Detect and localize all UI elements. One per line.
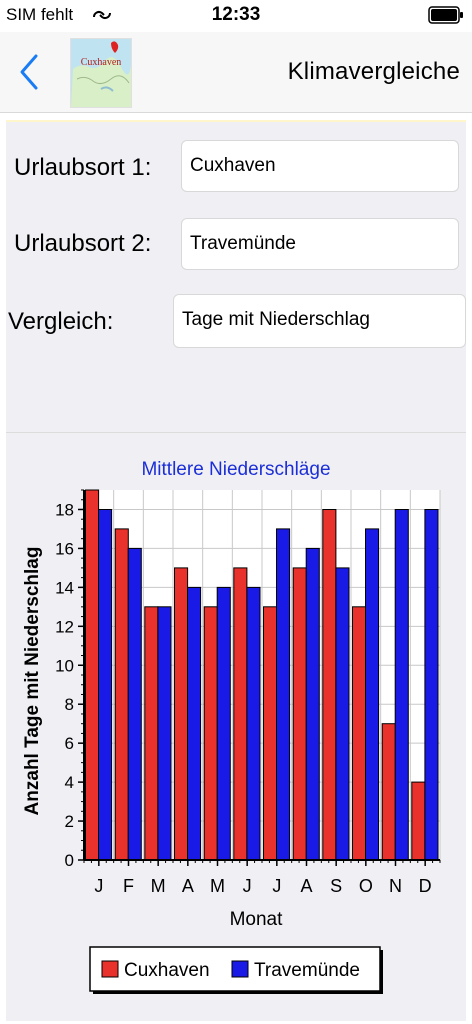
bar-series2	[98, 509, 113, 861]
bar-series2	[424, 509, 439, 861]
location-map-thumbnail[interactable]: Cuxhaven	[70, 38, 132, 108]
comparison-label: Vergleich:	[8, 308, 114, 335]
map-label: Cuxhaven	[80, 57, 122, 68]
location2-field[interactable]: Travemünde	[181, 218, 459, 270]
bar-series1	[322, 509, 337, 861]
x-tick-label: N	[389, 876, 402, 896]
bar-series1	[144, 606, 159, 861]
bar-series2	[276, 528, 291, 861]
bar-series1	[233, 567, 248, 861]
bar-series1	[292, 567, 307, 861]
x-tick-label: J	[94, 876, 103, 896]
bar-series2	[127, 547, 142, 861]
bar-series1	[411, 781, 426, 861]
x-tick-label: J	[243, 876, 252, 896]
bar-series1	[203, 606, 218, 861]
status-bar: SIM fehlt 12:33	[0, 0, 472, 32]
y-tick-label: 6	[65, 734, 74, 753]
y-tick-label: 14	[55, 578, 74, 597]
sync-icon	[93, 11, 111, 19]
x-tick-label: O	[359, 876, 373, 896]
location2-label: Urlaubsort 2:	[14, 230, 152, 257]
x-tick-label: J	[272, 876, 281, 896]
bar-series1	[85, 489, 100, 861]
y-tick-label: 8	[65, 695, 74, 714]
navigation-bar: Cuxhaven Klimavergleiche	[0, 32, 472, 113]
legend-label-series1: Cuxhaven	[124, 960, 210, 981]
bar-series1	[381, 723, 396, 861]
x-tick-label: F	[123, 876, 134, 896]
chart-title: Mittlere Niederschläge	[141, 459, 331, 480]
bar-series1	[263, 606, 278, 861]
y-axis-title: Anzahl Tage mit Niederschlag	[22, 547, 43, 816]
bar-series2	[187, 586, 202, 861]
y-tick-label: 2	[65, 812, 74, 831]
legend-swatch-series2	[231, 960, 249, 978]
y-tick-label: 4	[65, 773, 74, 792]
bar-series2	[246, 586, 261, 861]
x-tick-label: A	[182, 876, 194, 896]
x-tick-label: D	[419, 876, 432, 896]
legend-label-series2: Travemünde	[254, 960, 360, 981]
bar-series1	[174, 567, 189, 861]
y-tick-label: 10	[55, 656, 74, 675]
comparison-select[interactable]: Tage mit Niederschlag	[173, 294, 466, 348]
location1-label: Urlaubsort 1:	[14, 154, 152, 181]
y-tick-label: 12	[55, 617, 74, 636]
bar-series1	[352, 606, 367, 861]
x-tick-label: A	[300, 876, 312, 896]
x-axis-title: Monat	[230, 909, 284, 930]
map-icon	[71, 39, 131, 107]
carrier-label: SIM fehlt	[6, 5, 74, 24]
bar-series1	[114, 528, 129, 861]
page-title: Klimavergleiche	[287, 58, 460, 85]
back-chevron-icon[interactable]	[14, 50, 46, 94]
y-tick-label: 0	[65, 851, 74, 870]
location1-field[interactable]: Cuxhaven	[181, 140, 459, 192]
x-tick-label: S	[330, 876, 342, 896]
bar-series2	[216, 586, 231, 861]
bar-series2	[157, 606, 172, 861]
battery-icon	[428, 6, 463, 24]
settings-form: Urlaubsort 1: Cuxhaven Urlaubsort 2: Tra…	[6, 120, 466, 434]
bar-series2	[305, 547, 320, 861]
bar-series2	[335, 567, 350, 861]
y-tick-label: 18	[55, 500, 74, 519]
x-tick-label: M	[210, 876, 225, 896]
y-tick-label: 16	[55, 539, 74, 558]
legend-swatch-series1	[101, 960, 119, 978]
x-tick-label: M	[151, 876, 166, 896]
clock: 12:33	[211, 4, 261, 25]
bar-series2	[394, 509, 409, 861]
bar-series2	[365, 528, 380, 861]
